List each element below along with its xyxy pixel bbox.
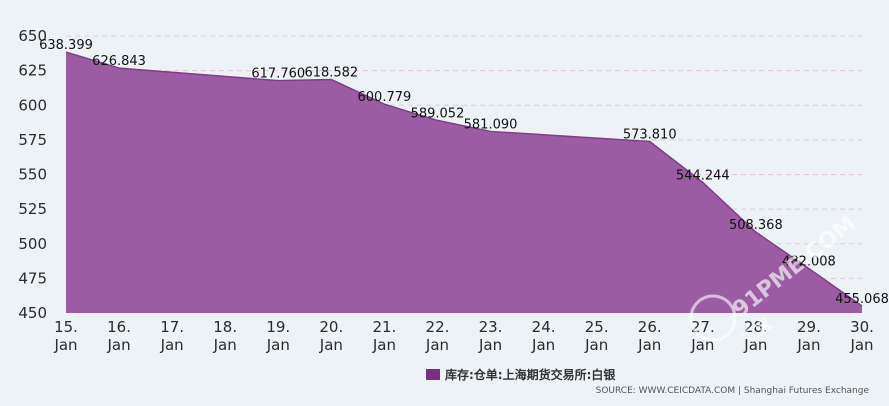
legend-label[interactable]: 库存:仓单:上海期货交易所:白银 [445, 367, 616, 382]
y-axis-ticks: 450 475 500 525 550 575 600 625 650 [18, 27, 47, 322]
y-tick-label: 650 [18, 27, 47, 45]
x-tick-label: 26. Jan [637, 318, 661, 354]
y-tick-label: 550 [18, 166, 47, 184]
data-label: 581.090 [464, 117, 518, 132]
data-label: 544.244 [676, 168, 730, 183]
x-tick-label: 25. Jan [584, 318, 608, 354]
series-area [65, 51, 863, 314]
x-tick-label: 21. Jan [372, 318, 396, 354]
data-label: 589.052 [411, 106, 465, 121]
series-area-fill [66, 52, 862, 314]
x-tick-label: 28. Jan [743, 318, 767, 354]
data-label: 573.810 [623, 128, 677, 143]
x-tick-label: 15. Jan [53, 318, 77, 354]
y-tick-label: 450 [18, 304, 47, 322]
data-label: 508.368 [729, 218, 783, 233]
y-tick-label: 625 [18, 62, 47, 80]
x-tick-label: 17. Jan [160, 318, 184, 354]
series-line [65, 51, 863, 307]
data-label: 626.843 [92, 54, 146, 69]
data-label: 455.068 [835, 292, 889, 307]
y-tick-label: 525 [18, 200, 47, 218]
source-note: SOURCE: WWW.CEICDATA.COM | Shanghai Futu… [596, 386, 870, 396]
x-tick-label: 30. Jan [849, 318, 873, 354]
data-label: 600.779 [358, 90, 412, 105]
y-tick-label: 575 [18, 131, 47, 149]
watermark-logo-icon [689, 294, 737, 342]
y-tick-label: 475 [18, 269, 47, 287]
data-label: 617.760 [251, 67, 305, 82]
x-tick-label: 20. Jan [319, 318, 343, 354]
x-tick-label: 16. Jan [107, 318, 131, 354]
data-label: 638.399 [39, 38, 93, 53]
legend-swatch[interactable] [426, 369, 440, 380]
y-tick-label: 600 [18, 96, 47, 114]
y-tick-label: 500 [18, 235, 47, 253]
data-label: 618.582 [304, 66, 358, 81]
x-tick-label: 29. Jan [796, 318, 820, 354]
x-tick-label: 19. Jan [266, 318, 290, 354]
x-tick-label: 22. Jan [425, 318, 449, 354]
data-label: 482.008 [782, 255, 836, 270]
legend[interactable]: 库存:仓单:上海期货交易所:白银 [426, 367, 616, 382]
x-tick-label: 18. Jan [213, 318, 237, 354]
x-axis-ticks: 15. Jan 16. Jan 17. Jan 18. Jan 19. Jan 20. Jan 21. J… [53, 318, 873, 354]
x-tick-label: 24. Jan [531, 318, 555, 354]
x-tick-label: 23. Jan [478, 318, 502, 354]
